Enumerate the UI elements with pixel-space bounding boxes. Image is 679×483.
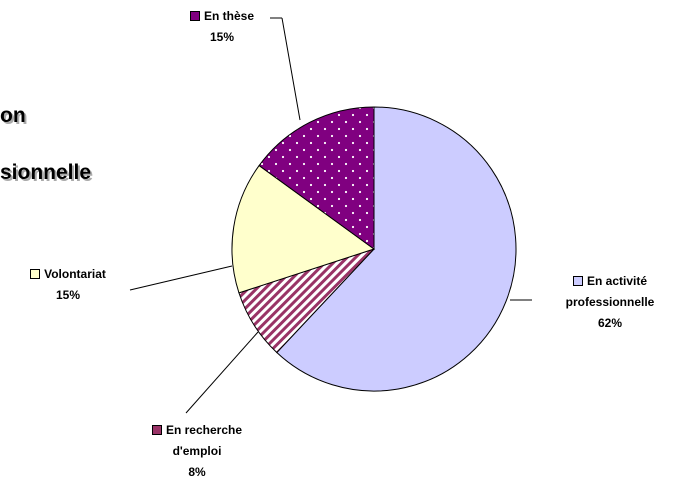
category-name: En recherche d'emploi [165,423,243,458]
slice-label: En recherche d'emploi 8% [137,420,257,483]
slice-label: En activité professionnelle 62% [550,271,670,334]
value-label: 15% [209,30,235,44]
slice-label: Volontariat 15% [8,264,128,306]
leader-lines [129,17,532,414]
leader-line [185,331,259,414]
label-name-line: Volontariat [8,264,128,285]
legend-swatch [151,425,162,435]
title-line: sionnelle [0,161,92,184]
value-label: 15% [55,288,81,302]
pie-slice [258,106,375,250]
legend-swatch [189,11,200,21]
slice-label: En thèse 15% [162,6,282,48]
legend-swatch [572,276,583,286]
label-name-line: En thèse [162,6,282,27]
leader-line [281,17,301,121]
label-name-line: En recherche d'emploi [137,420,257,462]
label-name-line: En activité professionnelle [550,271,670,313]
category-name: Volontariat [44,267,106,281]
title-line: on [0,104,26,127]
leader-line [129,265,233,291]
pie-slice [276,106,517,392]
category-name: En thèse [203,9,254,23]
category-name: En activité professionnelle [565,274,655,309]
legend-swatch [30,269,41,279]
value-label: 62% [597,316,623,330]
value-label: 8% [188,465,206,479]
pie-slice [231,164,376,294]
